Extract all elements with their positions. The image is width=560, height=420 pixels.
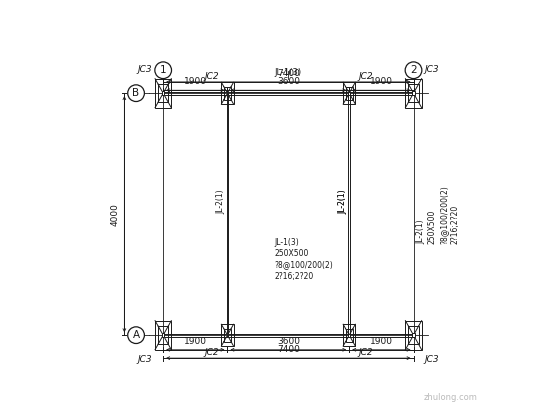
Text: 7400: 7400 [277,345,300,354]
Text: 1: 1 [160,65,166,75]
Bar [162,333,164,337]
Text: 1900: 1900 [184,336,207,346]
Text: JL-1(3): JL-1(3) [275,68,302,77]
Bar [221,324,234,346]
Text: JL-2(1): JL-2(1) [338,190,347,214]
Bar [346,87,353,100]
Text: JL-1(3)
250X500
?8@100/200(2)
2?16;2?20: JL-1(3) 250X500 ?8@100/200(2) 2?16;2?20 [275,239,334,281]
Text: 3600: 3600 [277,336,300,346]
Text: 1900: 1900 [370,336,393,346]
Text: JC2: JC2 [358,71,372,81]
Text: 7400: 7400 [277,69,300,78]
Text: JC2: JC2 [358,348,372,357]
Bar [227,92,228,94]
Text: 3600: 3600 [277,77,300,86]
Bar [155,79,171,108]
Bar [224,328,231,342]
Text: JC2: JC2 [204,348,218,357]
Text: JL-2(1)
250X500
?8@100/200(2)
2?16;2?20: JL-2(1) 250X500 ?8@100/200(2) 2?16;2?20 [417,185,459,244]
Text: B: B [133,88,139,98]
Text: 1900: 1900 [370,77,393,86]
Bar [158,326,168,344]
Bar [413,333,414,337]
Bar [405,79,422,108]
Bar [158,84,168,102]
Bar [224,87,231,100]
Text: JC3: JC3 [138,65,152,74]
Text: JC3: JC3 [424,65,439,74]
Bar [343,82,356,104]
Bar [413,92,414,95]
Bar [408,84,418,102]
Bar [405,320,422,350]
Text: JC3: JC3 [138,354,152,364]
Text: 1900: 1900 [184,77,207,86]
Bar [227,333,228,337]
Bar [162,92,164,95]
Text: A: A [133,330,139,340]
Text: JL-2(1): JL-2(1) [338,190,347,214]
Bar [343,324,356,346]
Bar [348,92,350,94]
Bar [346,328,353,342]
Bar [221,82,234,104]
Text: 2: 2 [410,65,417,75]
Bar [408,326,418,344]
Text: 4000: 4000 [110,203,119,226]
Text: zhulong.com: zhulong.com [424,393,478,402]
Bar [155,320,171,350]
Text: JC2: JC2 [204,71,218,81]
Text: JL-2(1): JL-2(1) [216,190,225,214]
Text: JC3: JC3 [424,354,439,364]
Bar [348,333,350,337]
